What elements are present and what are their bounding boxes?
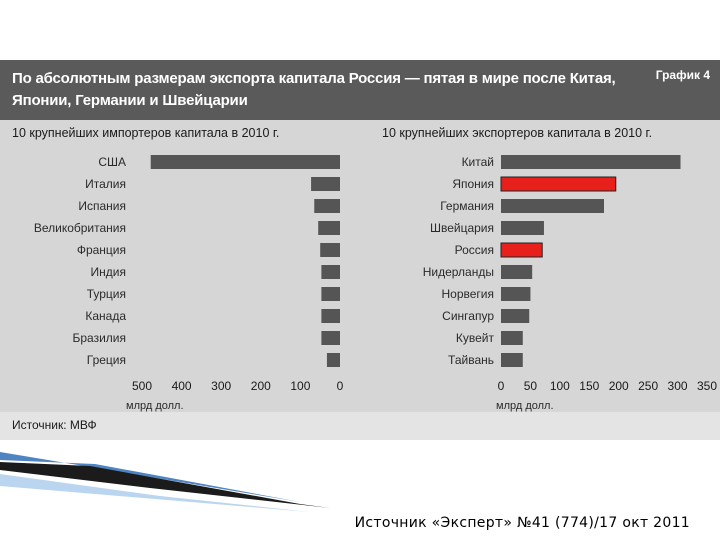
chart-scan: По абсолютным размерам экспорта капитала… xyxy=(0,60,720,440)
bar-export xyxy=(501,331,523,345)
tick-label: 100 xyxy=(550,379,570,393)
bar-export xyxy=(501,199,604,213)
category-label: Италия xyxy=(85,177,126,191)
slide-decoration xyxy=(0,452,330,512)
category-label: Сингапур xyxy=(442,309,494,323)
category-label: Бразилия xyxy=(73,331,127,345)
category-label: Россия xyxy=(455,243,494,257)
category-label: Швейцария xyxy=(430,221,494,235)
tick-label: 0 xyxy=(498,379,505,393)
category-label: Греция xyxy=(87,353,126,367)
bar-import xyxy=(321,287,340,301)
tick-label: 300 xyxy=(211,379,231,393)
tick-label: 200 xyxy=(251,379,271,393)
bar-export xyxy=(501,155,681,169)
chart-number-tag: График 4 xyxy=(655,68,710,82)
slide-caption: Источник «Эксперт» №41 (774)/17 окт 2011 xyxy=(354,515,690,531)
bar-import xyxy=(321,265,340,279)
chart-title-line-1: По абсолютным размерам экспорта капитала… xyxy=(12,70,616,87)
source-bar: Источник: МВФ xyxy=(0,412,720,440)
bar-export xyxy=(501,221,544,235)
tick-label: 150 xyxy=(579,379,599,393)
bar-charts: США Италия Испания Великобритания Франция Инд… xyxy=(34,155,717,393)
tick-label: 400 xyxy=(172,379,192,393)
bar-import xyxy=(318,221,340,235)
category-label: Япония xyxy=(452,177,494,191)
category-label: Испания xyxy=(78,199,126,213)
tick-label: 350 xyxy=(697,379,717,393)
bar-import xyxy=(311,177,340,191)
tick-label: 500 xyxy=(132,379,152,393)
bar-import xyxy=(320,243,340,257)
right-axis-unit: млрд долл. xyxy=(496,400,554,412)
category-label: Турция xyxy=(87,287,126,301)
category-label: Германия xyxy=(440,199,494,213)
right-chart-title: 10 крупнейших экспортеров капитала в 201… xyxy=(382,126,653,140)
bar-import xyxy=(150,155,340,169)
category-label: Канада xyxy=(85,309,126,323)
category-label: Тайвань xyxy=(448,353,494,367)
category-label: Нидерланды xyxy=(423,265,494,279)
source-note: Источник: МВФ xyxy=(12,418,97,432)
bar-import xyxy=(321,309,340,323)
tick-label: 100 xyxy=(290,379,310,393)
tick-label: 50 xyxy=(524,379,538,393)
bar-export xyxy=(500,242,543,258)
category-label: Франция xyxy=(77,243,126,257)
category-label: Кувейт xyxy=(456,331,495,345)
chart-header: По абсолютным размерам экспорта капитала… xyxy=(0,60,720,120)
left-chart-title: 10 крупнейших импортеров капитала в 2010… xyxy=(12,126,280,140)
bar-import xyxy=(321,331,340,345)
chart-title-line-2: Японии, Германии и Швейцарии xyxy=(12,92,248,109)
left-axis-unit: млрд долл. xyxy=(126,400,184,412)
category-label: Китай xyxy=(462,155,494,169)
tick-label: 250 xyxy=(638,379,658,393)
tick-label: 300 xyxy=(668,379,688,393)
dark-swoosh-shape xyxy=(0,462,330,508)
category-label: Норвегия xyxy=(441,287,494,301)
category-label: Великобритания xyxy=(34,221,126,235)
category-label: Индия xyxy=(91,265,126,279)
bar-import xyxy=(326,353,340,367)
bar-export xyxy=(501,353,523,367)
bar-import xyxy=(314,199,340,213)
tick-label: 0 xyxy=(337,379,344,393)
bar-export xyxy=(500,176,617,192)
bar-export xyxy=(501,309,530,323)
bar-export xyxy=(501,265,533,279)
category-label: США xyxy=(98,155,126,169)
bar-export xyxy=(501,287,531,301)
tick-label: 200 xyxy=(609,379,629,393)
